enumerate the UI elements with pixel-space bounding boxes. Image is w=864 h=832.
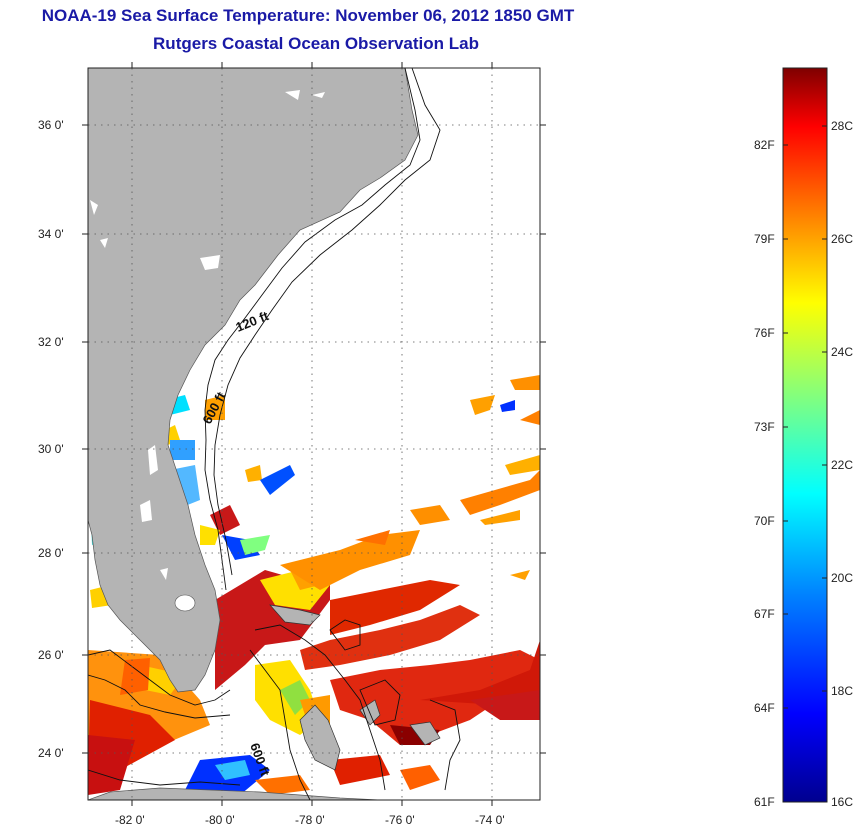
fahrenheit-label: 64F [754, 701, 775, 715]
bahamas-land [269, 604, 441, 771]
fahrenheit-label: 79F [754, 232, 775, 246]
lon-label: -78 0' [295, 813, 325, 827]
lake-okeechobee [174, 594, 196, 612]
lon-label: -82 0' [115, 813, 145, 827]
lat-label: 32 0' [38, 335, 64, 349]
colorbar-ticks [783, 125, 827, 709]
cuba-land [88, 787, 381, 800]
fahrenheit-label: 61F [754, 795, 775, 809]
lat-label: 24 0' [38, 746, 64, 760]
celsius-label: 20C [831, 571, 853, 585]
fahrenheit-label: 73F [754, 420, 775, 434]
lon-label: -80 0' [205, 813, 235, 827]
celsius-label: 24C [831, 345, 853, 359]
celsius-label: 16C [831, 795, 853, 809]
fahrenheit-label: 70F [754, 514, 775, 528]
fahrenheit-label: 67F [754, 607, 775, 621]
celsius-label: 26C [831, 232, 853, 246]
longitude-labels: -82 0' -80 0' -78 0' -76 0' -74 0' [115, 813, 505, 827]
lat-label: 30 0' [38, 442, 64, 456]
colorbar-celsius-labels: 28C 26C 24C 22C 20C 18C 16C [831, 119, 853, 809]
fahrenheit-label: 76F [754, 326, 775, 340]
title-line-2: Rutgers Coastal Ocean Observation Lab [153, 34, 479, 53]
title-line-1: NOAA-19 Sea Surface Temperature: Novembe… [41, 6, 575, 25]
lon-label: -76 0' [385, 813, 415, 827]
inland-water [90, 90, 325, 580]
sst-patches [88, 375, 540, 800]
lat-label: 34 0' [38, 227, 64, 241]
celsius-label: 28C [831, 119, 853, 133]
map-layers: 120 ft 600 ft 600 ft [88, 68, 540, 800]
colorbar: 82F 79F 76F 73F 70F 67F 64F 61F 28C 26C … [754, 67, 853, 809]
map-frame [87, 67, 541, 801]
lat-label: 28 0' [38, 546, 64, 560]
fahrenheit-label: 82F [754, 138, 775, 152]
contour-600ft [213, 68, 441, 576]
land-mass [88, 68, 419, 693]
lat-label: 36 0' [38, 118, 64, 132]
celsius-label: 18C [831, 684, 853, 698]
lon-label: -74 0' [475, 813, 505, 827]
colorbar-fahrenheit-labels: 82F 79F 76F 73F 70F 67F 64F 61F [754, 138, 775, 809]
celsius-label: 22C [831, 458, 853, 472]
axis-ticks [82, 62, 546, 806]
colorbar-gradient [782, 67, 828, 803]
contour-120ft [204, 68, 421, 591]
bathymetry-contours [88, 68, 461, 800]
latitude-labels: 36 0' 34 0' 32 0' 30 0' 28 0' 26 0' 24 0… [38, 118, 64, 760]
lat-label: 26 0' [38, 648, 64, 662]
